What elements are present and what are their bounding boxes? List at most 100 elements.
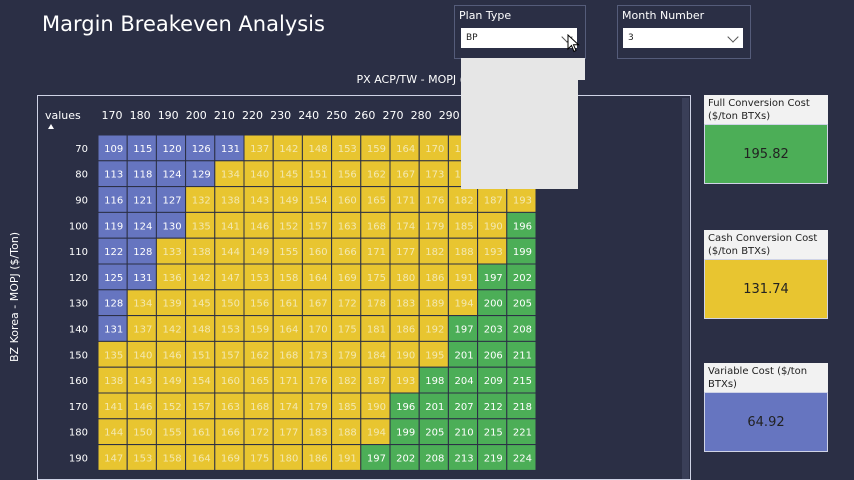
row-header[interactable]: 170 [69, 402, 88, 413]
matrix-cell[interactable] [331, 340, 362, 368]
matrix-cell[interactable] [360, 186, 391, 213]
matrix-cell[interactable] [447, 263, 479, 291]
matrix-cell[interactable] [506, 289, 537, 317]
row-header[interactable]: 110 [69, 247, 88, 258]
column-header[interactable]: 290 [439, 109, 460, 122]
matrix-cell[interactable] [185, 340, 216, 368]
matrix-cell[interactable] [301, 211, 333, 239]
matrix-cell[interactable] [243, 211, 274, 239]
matrix-cell[interactable] [185, 237, 216, 265]
matrix-cell[interactable] [243, 263, 274, 291]
matrix-cell[interactable] [447, 237, 479, 265]
row-header[interactable]: 80 [75, 170, 88, 181]
matrix-cell[interactable] [418, 134, 449, 162]
matrix-cell[interactable] [185, 392, 216, 420]
column-header[interactable]: 200 [186, 109, 207, 122]
matrix-cell[interactable] [214, 366, 245, 394]
matrix-cell[interactable] [243, 366, 274, 394]
matrix-cell[interactable] [272, 160, 303, 188]
matrix-cell[interactable] [506, 340, 537, 368]
vertical-scrollbar[interactable] [682, 98, 689, 479]
row-header[interactable]: 160 [69, 376, 88, 387]
matrix-cell[interactable] [360, 444, 391, 471]
matrix-cell[interactable] [97, 418, 128, 446]
matrix-cell[interactable] [389, 444, 420, 471]
matrix-cell[interactable] [301, 134, 333, 162]
matrix-cell[interactable] [447, 418, 479, 446]
matrix-cell[interactable] [272, 366, 303, 394]
column-header[interactable]: 210 [214, 109, 235, 122]
matrix-cell[interactable] [506, 263, 537, 291]
matrix-cell[interactable] [331, 392, 362, 420]
matrix-cell[interactable] [331, 263, 362, 291]
matrix-cell[interactable] [331, 186, 362, 213]
matrix-cell[interactable] [301, 289, 333, 317]
matrix-cell[interactable] [185, 315, 216, 342]
column-header[interactable]: 270 [383, 109, 404, 122]
column-header[interactable]: 260 [354, 109, 375, 122]
matrix-cell[interactable] [97, 134, 128, 162]
matrix-cell[interactable] [331, 366, 362, 394]
plan-type-options-list[interactable] [461, 58, 578, 189]
matrix-cell[interactable] [243, 186, 274, 213]
matrix-cell[interactable] [126, 392, 157, 420]
matrix-cell[interactable] [214, 160, 245, 188]
matrix-cell[interactable] [360, 340, 391, 368]
matrix-cell[interactable] [272, 418, 303, 446]
matrix-cell[interactable] [126, 211, 157, 239]
matrix-cell[interactable] [506, 186, 537, 213]
matrix-cell[interactable] [418, 315, 449, 342]
matrix-cell[interactable] [477, 366, 508, 394]
matrix-cell[interactable] [331, 237, 362, 265]
matrix-cell[interactable] [155, 289, 187, 317]
matrix-cell[interactable] [418, 263, 449, 291]
matrix-cell[interactable] [447, 211, 479, 239]
matrix-cell[interactable] [418, 392, 449, 420]
matrix-cell[interactable] [243, 340, 274, 368]
matrix-cell[interactable] [97, 444, 128, 471]
row-header[interactable]: 120 [69, 273, 88, 284]
row-header[interactable]: 100 [69, 221, 88, 232]
matrix-cell[interactable] [272, 289, 303, 317]
matrix-cell[interactable] [185, 289, 216, 317]
row-header[interactable]: 180 [69, 428, 88, 439]
matrix-cell[interactable] [214, 263, 245, 291]
matrix-cell[interactable] [418, 418, 449, 446]
matrix-cell[interactable] [185, 444, 216, 471]
matrix-cell[interactable] [185, 366, 216, 394]
matrix-cell[interactable] [360, 289, 391, 317]
matrix-cell[interactable] [389, 289, 420, 317]
matrix-cell[interactable] [360, 237, 391, 265]
matrix-cell[interactable] [301, 315, 333, 342]
matrix-cell[interactable] [243, 134, 274, 162]
matrix-cell[interactable] [214, 444, 245, 471]
column-header[interactable]: 220 [242, 109, 263, 122]
matrix-cell[interactable] [360, 134, 391, 162]
column-header[interactable]: 170 [102, 109, 123, 122]
column-header[interactable]: 230 [270, 109, 291, 122]
matrix-cell[interactable] [447, 444, 479, 471]
matrix-cell[interactable] [506, 237, 537, 265]
row-header[interactable]: 190 [69, 454, 88, 465]
row-header[interactable]: 140 [69, 325, 88, 336]
matrix-cell[interactable] [155, 418, 187, 446]
matrix-cell[interactable] [331, 289, 362, 317]
chevron-down-icon[interactable] [727, 31, 739, 43]
matrix-cell[interactable] [506, 392, 537, 420]
matrix-cell[interactable] [97, 160, 128, 188]
column-header[interactable]: 240 [298, 109, 319, 122]
matrix-cell[interactable] [214, 315, 245, 342]
matrix-cell[interactable] [360, 366, 391, 394]
matrix-cell[interactable] [126, 160, 157, 188]
plan-type-dropdown[interactable]: BP [461, 28, 577, 48]
matrix-cell[interactable] [243, 289, 274, 317]
matrix-cell[interactable] [272, 211, 303, 239]
matrix-cell[interactable] [506, 366, 537, 394]
matrix-cell[interactable] [97, 237, 128, 265]
matrix-cell[interactable] [214, 392, 245, 420]
matrix-cell[interactable] [477, 444, 508, 471]
matrix-cell[interactable] [272, 392, 303, 420]
matrix-cell[interactable] [243, 444, 274, 471]
matrix-cell[interactable] [155, 237, 187, 265]
matrix-cell[interactable] [389, 418, 420, 446]
